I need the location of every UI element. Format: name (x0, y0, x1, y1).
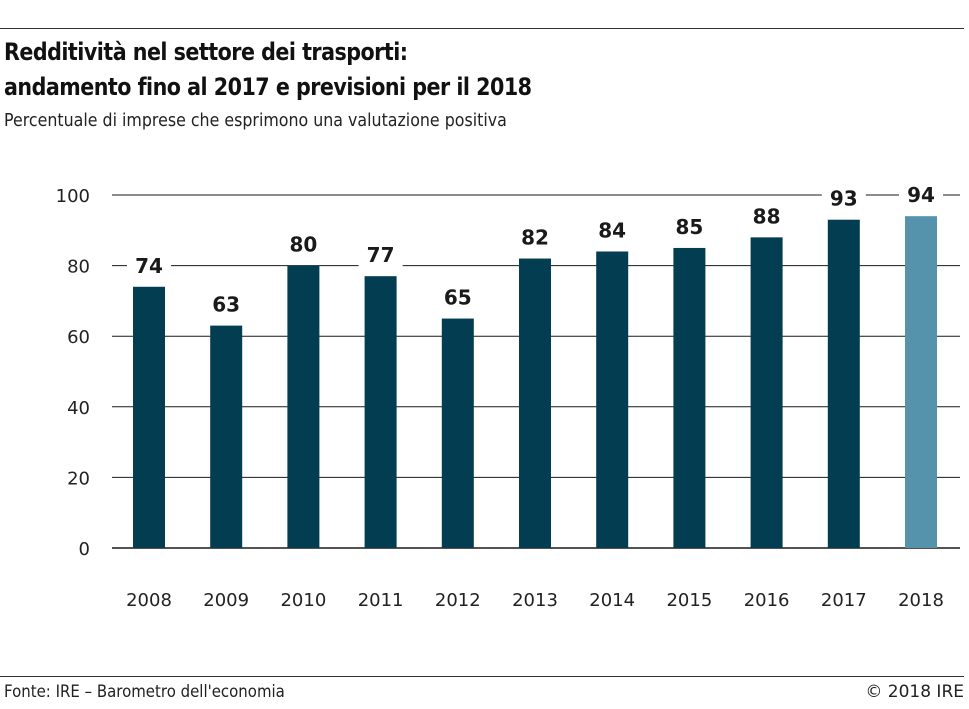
y-tick-label: 40 (67, 398, 90, 419)
data-label-halo (127, 252, 171, 279)
x-tick-label: 2016 (744, 590, 790, 611)
bottom-rule (0, 676, 964, 677)
bar-2017 (827, 219, 860, 548)
data-label: 63 (212, 293, 240, 317)
data-label-halo (899, 182, 943, 209)
data-label-halo (744, 203, 789, 230)
data-label-halo (435, 284, 480, 311)
data-label-halo (667, 213, 712, 240)
x-axis-ticks: 2008 2009 2010 2011 2012 2013 2014 2015 2016 2017… (126, 590, 944, 611)
data-label: 74 (135, 254, 163, 278)
bar-2013 (519, 258, 551, 548)
data-label: 94 (907, 183, 935, 207)
y-tick-label: 100 (56, 186, 90, 207)
y-axis-ticks: 0 20 40 60 80 100 (56, 186, 90, 560)
chart-title-line2: andamento fino al 2017 e previsioni per … (4, 73, 532, 101)
data-label: 65 (444, 286, 472, 310)
x-tick-label: 2008 (126, 590, 172, 611)
bar-2012 (441, 318, 474, 548)
top-rule (0, 28, 964, 29)
copyright-note: © 2018 IRE (865, 682, 964, 702)
x-tick-label: 2009 (203, 590, 249, 611)
chart-subtitle: Percentuale di imprese che esprimono una… (4, 110, 507, 131)
data-label: 82 (521, 226, 549, 250)
data-label: 88 (753, 204, 781, 228)
x-tick-label: 2015 (666, 590, 712, 611)
data-label: 85 (675, 215, 703, 239)
y-tick-label: 0 (79, 539, 90, 560)
source-note: Fonte: IRE – Barometro dell'economia (4, 682, 285, 702)
bar-2011 (364, 276, 397, 548)
y-tick-label: 80 (67, 257, 90, 278)
bar-2018 (905, 216, 937, 548)
data-label: 77 (367, 243, 395, 267)
data-label-halo (204, 291, 249, 318)
x-tick-label: 2017 (821, 590, 867, 611)
x-tick-label: 2011 (358, 590, 404, 611)
data-labels: 74 63 80 77 65 82 84 85 88 93 94 (127, 182, 943, 318)
y-tick-label: 20 (67, 468, 90, 489)
bar-2008 (133, 286, 165, 548)
x-tick-label: 2018 (898, 590, 944, 611)
data-label-halo (590, 217, 635, 244)
bar-2010 (287, 265, 320, 548)
data-label-halo (281, 231, 326, 258)
x-tick-label: 2012 (435, 590, 481, 611)
bar-2015 (673, 247, 706, 548)
x-tick-label: 2013 (512, 590, 558, 611)
x-tick-label: 2014 (589, 590, 635, 611)
data-label: 93 (830, 187, 858, 211)
data-label: 80 (289, 233, 317, 257)
data-label-halo (513, 224, 557, 251)
data-label-halo (821, 185, 866, 212)
bars (133, 216, 937, 549)
y-tick-label: 60 (67, 327, 90, 348)
x-tick-label: 2010 (280, 590, 326, 611)
bar-2014 (596, 251, 629, 549)
data-label: 84 (598, 218, 626, 242)
data-label-halo (358, 242, 403, 269)
bar-2016 (750, 237, 783, 549)
chart-title-line1: Redditività nel settore dei trasporti: (4, 38, 408, 66)
bar-2009 (210, 325, 243, 548)
bar-chart: 74 63 80 77 65 82 84 85 88 93 94 0 20 40 60 80 100 2008… (56, 182, 960, 611)
